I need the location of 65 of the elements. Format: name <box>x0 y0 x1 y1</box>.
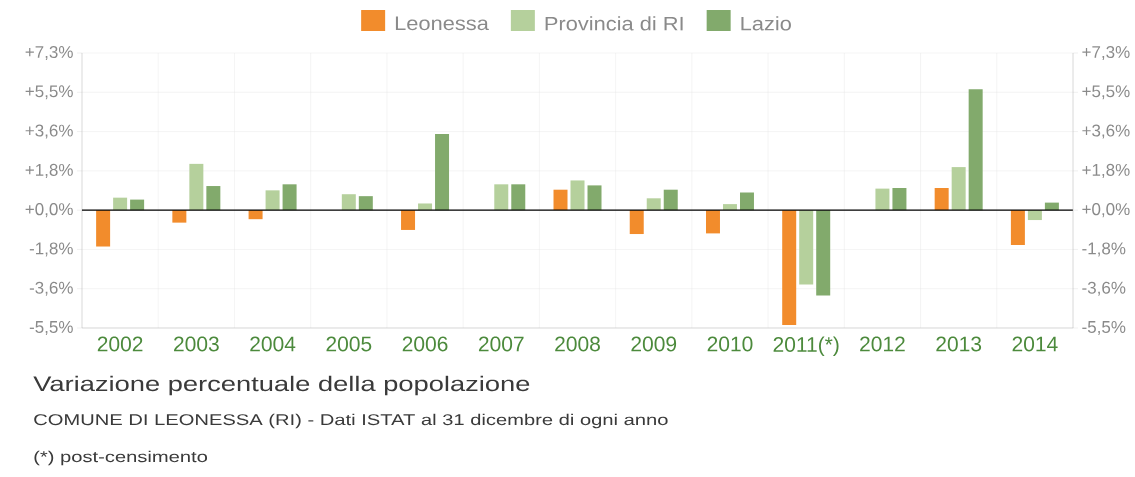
x-tick-label: 2004 <box>250 336 296 352</box>
bar <box>934 187 949 211</box>
legend-label: Lazio <box>741 16 791 31</box>
bar <box>816 210 831 296</box>
bar <box>739 192 754 211</box>
x-tick-label: 2012 <box>860 336 905 352</box>
bar <box>799 210 814 285</box>
x-tick-label: 2002 <box>97 336 143 352</box>
bar <box>494 184 509 211</box>
x-tick-label: 2013 <box>936 336 982 352</box>
bar <box>968 89 983 211</box>
text: COMUNE DI LEONESSA (RI) - Dati ISTAT al 31 dicembre di ogni anno <box>34 413 668 429</box>
x-tick-label: 2010 <box>707 336 753 352</box>
bar <box>189 163 204 211</box>
y2-tick-label: -1,8% <box>1082 242 1126 257</box>
bar <box>401 210 416 230</box>
y-tick-label: +7,3% <box>25 45 73 61</box>
y-tick-label: -3,6% <box>29 281 73 296</box>
bar <box>705 210 720 234</box>
bar <box>341 194 356 211</box>
bar <box>553 189 568 211</box>
y-tick-label: -5,5% <box>29 321 73 335</box>
y2-tick-label: +7,3% <box>1082 45 1130 61</box>
bar <box>629 210 644 235</box>
bar <box>570 180 585 211</box>
bar <box>206 186 221 211</box>
bar <box>435 133 450 211</box>
x-tick-label: 2007 <box>478 336 524 352</box>
bar <box>951 167 966 211</box>
legend-label: Provincia di RI <box>545 16 683 31</box>
x-tick-label: 2009 <box>631 336 677 352</box>
x-tick-label: 2006 <box>402 336 448 352</box>
bar <box>1027 210 1042 221</box>
x-tick-label: 2014 <box>1012 336 1058 352</box>
x-tick-label: 2008 <box>555 336 600 352</box>
bar <box>282 184 297 211</box>
y-tick-label: +3,6% <box>25 124 73 139</box>
bar <box>358 196 373 211</box>
bar <box>511 184 526 211</box>
text: (*) post-censimento <box>34 450 208 466</box>
x-tick-label: 2005 <box>326 336 372 352</box>
y2-tick-label: -3,6% <box>1082 281 1126 296</box>
bar <box>663 189 678 211</box>
x-tick-label: 2003 <box>174 336 219 352</box>
y-tick-label: +1,8% <box>25 163 73 178</box>
bar <box>1010 210 1025 246</box>
y2-tick-label: +0,0% <box>1082 203 1130 218</box>
legend-label: Leonessa <box>395 16 489 31</box>
bar <box>875 188 890 211</box>
bar <box>265 190 280 211</box>
bar <box>587 185 602 211</box>
bar <box>646 198 661 211</box>
x-tick-label: 2011(*) <box>773 336 839 357</box>
y2-tick-label: +5,5% <box>1082 85 1130 100</box>
bar <box>782 210 797 325</box>
y-tick-label: +5,5% <box>25 85 73 100</box>
y2-tick-label: +1,8% <box>1082 163 1130 178</box>
bar <box>172 210 187 223</box>
y-tick-label: +0,0% <box>25 203 73 218</box>
bar <box>892 187 907 211</box>
y2-tick-label: +3,6% <box>1082 124 1130 139</box>
y-tick-label: -1,8% <box>29 242 73 257</box>
y2-tick-label: -5,5% <box>1082 321 1126 335</box>
bar <box>96 210 111 247</box>
text: Variazione percentuale della popolazione <box>33 375 530 396</box>
